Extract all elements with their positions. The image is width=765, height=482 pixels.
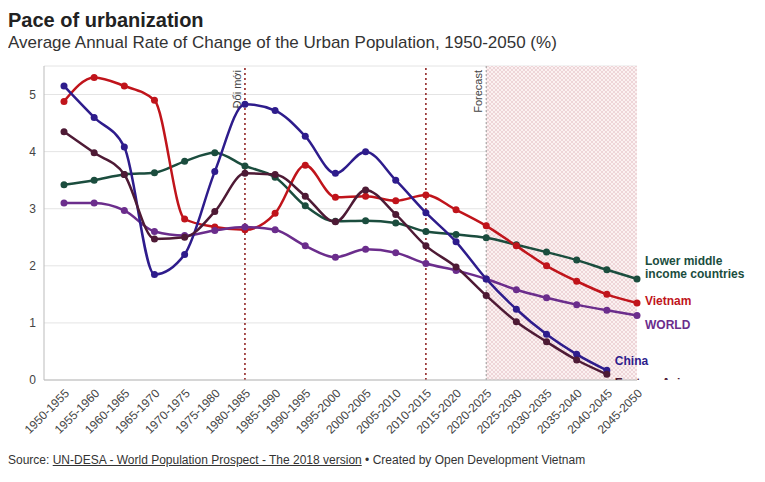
svg-text:1980-1985: 1980-1985 [202, 386, 254, 437]
svg-text:2035-2040: 2035-2040 [534, 386, 585, 437]
svg-text:1955-1960: 1955-1960 [51, 386, 103, 437]
svg-text:1990-1995: 1990-1995 [262, 386, 314, 437]
svg-text:Vietnam: Vietnam [645, 294, 691, 308]
svg-text:2005-2010: 2005-2010 [353, 386, 404, 437]
svg-text:1975-1980: 1975-1980 [172, 386, 223, 437]
svg-text:1: 1 [29, 316, 36, 330]
svg-text:Eastern Asia: Eastern Asia [615, 376, 688, 380]
svg-text:Lower middleincome countries: Lower middleincome countries [645, 255, 745, 282]
svg-text:1960-1965: 1960-1965 [82, 386, 133, 437]
svg-text:1970-1975: 1970-1975 [142, 386, 193, 437]
svg-text:1965-1970: 1965-1970 [112, 386, 163, 437]
html-text:Average Annual Rate of Change: Average Annual Rate of Change of the Urb… [8, 33, 557, 52]
svg-text:Đổi mới: Đổi mới [231, 70, 243, 108]
svg-text:3: 3 [29, 202, 36, 216]
svg-text:2: 2 [29, 259, 36, 273]
svg-text:Forecast: Forecast [472, 70, 484, 113]
svg-text:1985-1990: 1985-1990 [232, 386, 284, 437]
svg-text:2015-2020: 2015-2020 [413, 386, 465, 437]
svg-text:2025-2030: 2025-2030 [474, 386, 525, 437]
svg-text:WORLD: WORLD [645, 319, 691, 333]
svg-text:2000-2005: 2000-2005 [323, 386, 374, 437]
html-text:Source: UN-DESA - World Popula: Source: UN-DESA - World Population Prosp… [8, 453, 586, 467]
svg-text:China: China [615, 354, 649, 368]
svg-text:1995-2000: 1995-2000 [293, 386, 344, 437]
svg-text:2020-2025: 2020-2025 [443, 386, 495, 437]
svg-text:1950-1955: 1950-1955 [21, 386, 73, 437]
svg-text:2010-2015: 2010-2015 [383, 386, 434, 437]
svg-text:2040-2045: 2040-2045 [564, 386, 615, 437]
svg-text:2045-2050: 2045-2050 [595, 386, 646, 437]
svg-text:0: 0 [29, 373, 36, 387]
svg-text:4: 4 [29, 145, 36, 159]
html-text:Pace of urbanization: Pace of urbanization [8, 9, 204, 31]
svg-text:5: 5 [29, 88, 36, 102]
svg-text:2030-2035: 2030-2035 [504, 386, 555, 437]
